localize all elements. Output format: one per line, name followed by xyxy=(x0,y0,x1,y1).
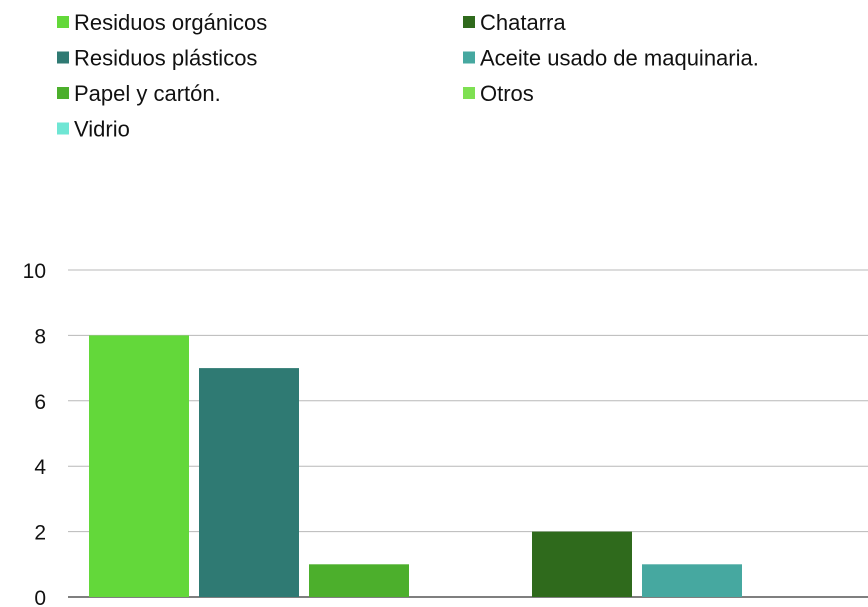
legend-swatch xyxy=(463,51,475,64)
legend-item-residuos-plasticos: Residuos plásticos xyxy=(57,46,257,71)
y-tick-label: 6 xyxy=(34,391,46,414)
y-tick-label: 8 xyxy=(34,325,46,348)
y-tick-label: 4 xyxy=(34,456,46,479)
legend: Residuos orgánicos Residuos plásticos Pape… xyxy=(57,10,759,142)
legend-swatch xyxy=(463,87,475,99)
bar-chatarra xyxy=(532,531,632,597)
bar-papel-y-carton xyxy=(309,564,409,597)
bar-residuos-plasticos xyxy=(199,368,299,597)
legend-swatch xyxy=(57,16,69,28)
legend-swatch xyxy=(57,87,69,99)
legend-swatch xyxy=(463,16,475,28)
bar-residuos-organicos xyxy=(89,335,189,597)
y-tick-label: 2 xyxy=(34,522,46,545)
legend-label: Residuos orgánicos xyxy=(74,10,267,35)
legend-swatch xyxy=(57,51,69,64)
legend-item-aceite-usado-de-maquinaria: Aceite usado de maquinaria. xyxy=(463,46,759,71)
y-axis-ticks: 0 2 4 6 8 10 xyxy=(23,260,47,607)
y-tick-label: 0 xyxy=(34,587,46,607)
bars xyxy=(89,335,742,597)
legend-label: Chatarra xyxy=(480,10,566,35)
y-tick-label: 10 xyxy=(23,260,46,283)
legend-swatch xyxy=(57,122,69,135)
legend-label: Papel y cartón. xyxy=(74,81,221,106)
legend-item-chatarra: Chatarra xyxy=(463,10,566,35)
bar-aceite-usado-de-maquinaria xyxy=(642,564,742,597)
legend-item-residuos-organicos: Residuos orgánicos xyxy=(57,10,267,35)
legend-label: Vidrio xyxy=(74,117,130,142)
legend-item-papel-y-carton: Papel y cartón. xyxy=(57,81,221,106)
legend-item-otros: Otros xyxy=(463,81,534,106)
legend-label: Residuos plásticos xyxy=(74,46,257,71)
legend-label: Aceite usado de maquinaria. xyxy=(480,46,759,71)
legend-item-vidrio: Vidrio xyxy=(57,117,130,142)
legend-label: Otros xyxy=(480,81,534,106)
